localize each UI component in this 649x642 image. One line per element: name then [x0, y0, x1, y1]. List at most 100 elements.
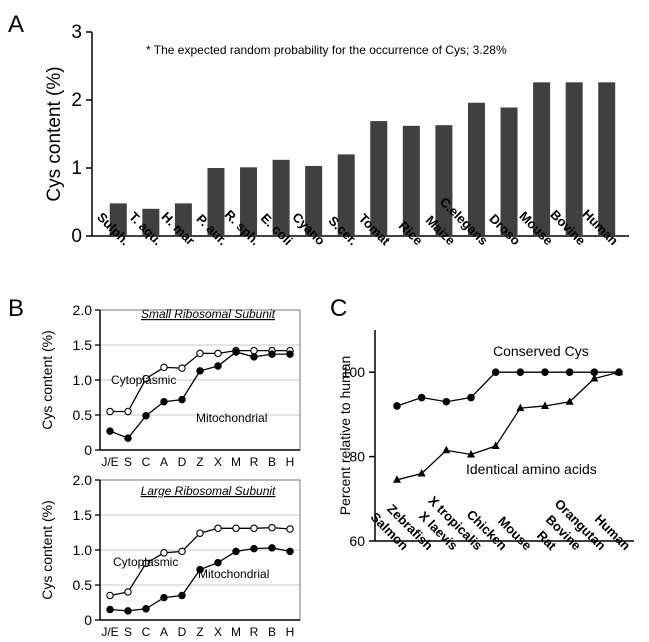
b-x-tick-label: X	[214, 625, 222, 639]
b-data-point	[106, 591, 114, 600]
b-x-tick-label: H	[286, 455, 295, 469]
c-data-point	[516, 403, 525, 412]
c-data-point	[491, 441, 500, 450]
b-data-point	[286, 525, 294, 533]
a-category-label: Rice	[396, 218, 426, 248]
c-data-point	[541, 368, 549, 377]
a-bar	[370, 121, 388, 236]
a-y-tick-label: 3	[71, 22, 82, 43]
c-y-axis-label: Percent relative to human	[337, 356, 353, 516]
c-data-point	[467, 393, 475, 402]
b-data-point	[124, 588, 132, 596]
b-data-point	[250, 346, 258, 355]
c-data-point	[442, 397, 451, 406]
b-data-point	[142, 374, 150, 383]
b-data-point	[232, 348, 240, 356]
c-data-point	[541, 401, 549, 409]
b-x-tick-label: S	[124, 455, 132, 469]
c-data-point	[590, 368, 599, 377]
c-data-point	[491, 368, 500, 377]
b-data-point	[232, 524, 240, 533]
b-y-tick-label: 1.0	[73, 542, 93, 558]
a-bar	[598, 82, 616, 236]
a-bar	[337, 154, 355, 236]
c-data-point	[516, 368, 525, 377]
a-bar	[533, 82, 551, 236]
b-x-tick-label: R	[250, 625, 259, 639]
a-bar	[142, 208, 160, 236]
b-y-tick-label: 1.5	[73, 507, 93, 523]
a-bar	[467, 102, 485, 236]
b-data-point	[214, 362, 222, 370]
b-series-label-mitochondrial: Mitochondrial	[198, 567, 269, 581]
b-x-tick-label: B	[268, 455, 276, 469]
a-bar	[109, 203, 127, 236]
b-x-tick-label: H	[286, 625, 295, 639]
b-data-point	[106, 427, 114, 435]
b-data-point	[250, 353, 258, 361]
b-data-point	[214, 558, 222, 567]
b-x-tick-label: D	[178, 625, 187, 639]
panel-letter-b: B	[8, 295, 24, 322]
c-y-tick-label: 100	[342, 364, 366, 380]
b-series-label-mitochondrial: Mitochondrial	[196, 411, 267, 425]
c-data-point	[590, 374, 599, 382]
b-data-point	[142, 559, 150, 568]
b-data-point	[124, 407, 132, 416]
a-bar	[272, 159, 290, 236]
b-y-tick-label: 2.0	[73, 472, 93, 488]
b-subunit-title: Large Ribosomal Subunit	[141, 484, 276, 498]
b-x-tick-label: J/E	[101, 455, 118, 469]
b-data-point	[142, 411, 150, 420]
b-series-label-cytoplasmic: Cytoplasmic	[111, 373, 176, 387]
b-x-tick-label: B	[268, 625, 276, 639]
c-data-point	[467, 449, 475, 458]
a-bar	[565, 82, 583, 236]
b-data-point	[160, 593, 168, 602]
c-data-point	[565, 397, 574, 405]
b-data-point	[286, 350, 294, 358]
b-data-point	[178, 547, 186, 556]
a-bar	[174, 203, 192, 236]
a-annotation: * The expected random probability for th…	[146, 43, 507, 57]
b-data-point	[142, 605, 150, 613]
b-x-tick-label: A	[160, 625, 168, 639]
b-x-tick-label: C	[142, 625, 151, 639]
a-bar	[500, 107, 518, 236]
b-data-point	[160, 397, 168, 406]
b-x-tick-label: Z	[196, 455, 203, 469]
chart-a-cys-content-bar: 0 1 2 3 Cys content (%) * The expected random…	[44, 22, 629, 249]
c-data-point	[442, 445, 451, 454]
b-data-point	[268, 350, 276, 358]
c-data-point	[417, 393, 426, 402]
a-bar	[240, 167, 258, 236]
b-y-axis-label: Cys content (%)	[39, 500, 55, 600]
b-x-tick-label: A	[160, 455, 168, 469]
b-data-point	[214, 524, 222, 533]
b-data-point	[250, 544, 258, 553]
a-y-axis-label: Cys content (%)	[44, 66, 65, 201]
b-data-point	[124, 607, 132, 615]
c-series-line	[396, 371, 620, 481]
b-data-point	[106, 605, 114, 614]
b-data-point	[268, 523, 276, 532]
b-data-point	[268, 544, 276, 552]
b-x-tick-label: X	[214, 455, 222, 469]
b-y-tick-label: 1.0	[73, 372, 93, 388]
b-x-tick-label: Z	[196, 625, 203, 639]
c-data-point	[615, 367, 623, 376]
b-y-tick-label: 2.0	[73, 302, 93, 318]
b-data-point	[178, 364, 186, 372]
a-bar	[305, 165, 323, 236]
c-series-label-conserved-cys: Conserved Cys	[493, 343, 589, 359]
b-y-tick-label: 0.5	[73, 577, 93, 593]
c-data-point	[393, 402, 401, 410]
b-data-point	[124, 434, 132, 442]
b-data-point	[160, 363, 168, 372]
a-bar	[207, 168, 225, 236]
a-y-tick-label: 2	[71, 90, 82, 111]
b-data-point	[196, 349, 204, 358]
b-subunit-title: Small Ribosomal Subunit	[141, 307, 276, 321]
a-y-tick-label: 0	[71, 226, 82, 247]
